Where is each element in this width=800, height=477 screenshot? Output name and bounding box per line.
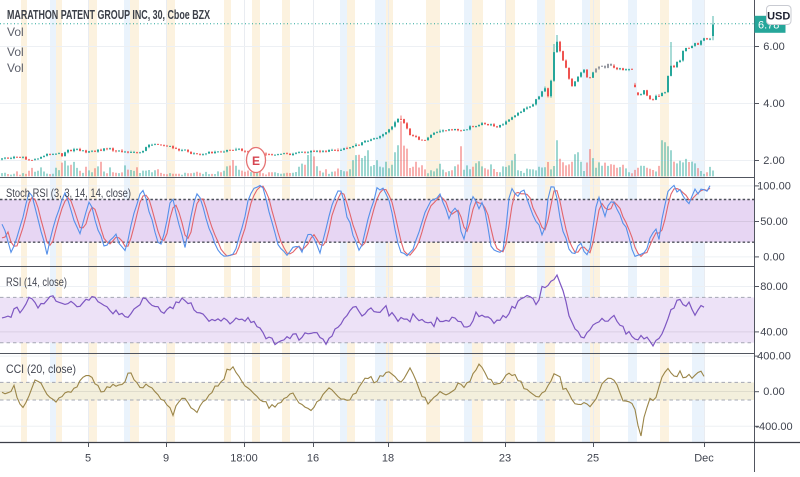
svg-text:100.00: 100.00: [757, 180, 791, 192]
svg-text:Vol: Vol: [7, 45, 24, 59]
svg-text:6.00: 6.00: [763, 41, 784, 53]
svg-text:25: 25: [587, 453, 599, 465]
svg-text:18:00: 18:00: [230, 453, 258, 465]
svg-text:Vol: Vol: [7, 61, 24, 75]
svg-text:4.00: 4.00: [763, 98, 784, 110]
svg-text:0.00: 0.00: [763, 386, 784, 398]
svg-text:2.00: 2.00: [763, 155, 784, 167]
svg-text:MARATHON PATENT GROUP INC, 30,: MARATHON PATENT GROUP INC, 30, Cboe BZX: [7, 7, 210, 22]
svg-text:RSI (14, close): RSI (14, close): [6, 275, 67, 289]
svg-text:80.00: 80.00: [760, 281, 788, 293]
svg-text:Dec: Dec: [694, 453, 714, 465]
svg-text:0.00: 0.00: [763, 251, 784, 263]
svg-text:-400.00: -400.00: [755, 421, 792, 433]
svg-text:50.00: 50.00: [760, 216, 788, 228]
svg-text:CCI (20, close): CCI (20, close): [6, 362, 76, 376]
svg-text:16: 16: [307, 453, 319, 465]
svg-text:E: E: [252, 154, 260, 168]
svg-text:USD: USD: [767, 11, 790, 23]
svg-text:400.00: 400.00: [757, 351, 791, 363]
svg-text:18: 18: [382, 453, 394, 465]
svg-text:5: 5: [85, 453, 91, 465]
svg-text:23: 23: [499, 453, 511, 465]
svg-text:9: 9: [163, 453, 169, 465]
svg-text:40.00: 40.00: [760, 326, 788, 338]
svg-text:Stoch RSI (3, 3, 14, 14, close: Stoch RSI (3, 3, 14, 14, close): [6, 186, 131, 200]
svg-text:Vol: Vol: [7, 25, 24, 39]
